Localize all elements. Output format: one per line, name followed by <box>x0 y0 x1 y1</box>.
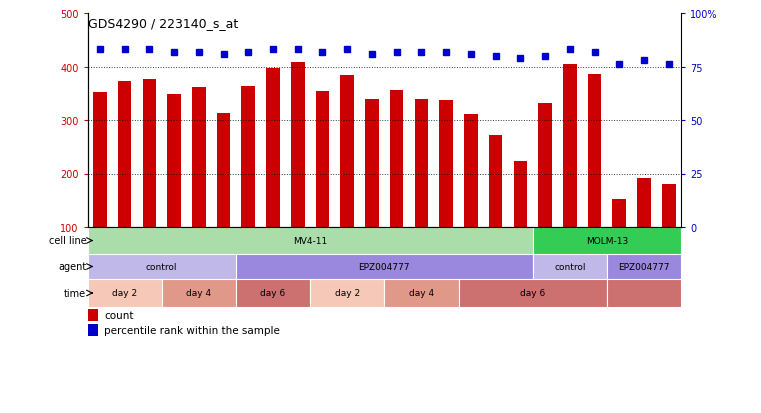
Text: GDS4290 / 223140_s_at: GDS4290 / 223140_s_at <box>88 17 237 29</box>
Text: day 2: day 2 <box>112 289 137 298</box>
Bar <box>88 279 161 307</box>
Bar <box>538 104 552 228</box>
Text: agent: agent <box>58 262 86 272</box>
Text: control: control <box>554 262 585 271</box>
Bar <box>241 87 255 228</box>
Bar <box>93 93 107 228</box>
Text: MV4-11: MV4-11 <box>293 236 327 245</box>
Text: EPZ004777: EPZ004777 <box>618 262 670 271</box>
Bar <box>439 100 453 228</box>
Bar <box>88 254 236 279</box>
Text: control: control <box>146 262 177 271</box>
Bar <box>607 279 681 307</box>
Text: day 6: day 6 <box>260 289 285 298</box>
Bar <box>533 228 681 254</box>
Text: EPZ004777: EPZ004777 <box>358 262 410 271</box>
Text: MOLM-13: MOLM-13 <box>586 236 628 245</box>
Bar <box>563 65 577 228</box>
Bar <box>266 69 280 228</box>
Bar <box>142 80 156 228</box>
Text: count: count <box>104 311 134 320</box>
Bar <box>533 254 607 279</box>
Bar <box>365 100 379 228</box>
Bar <box>162 279 236 307</box>
Bar <box>192 88 205 228</box>
Text: day 4: day 4 <box>409 289 434 298</box>
Text: day 4: day 4 <box>186 289 212 298</box>
Bar <box>613 200 626 228</box>
Bar <box>118 82 132 228</box>
Bar <box>464 115 478 228</box>
Bar <box>607 254 681 279</box>
Bar <box>458 279 607 307</box>
Text: day 2: day 2 <box>335 289 360 298</box>
Bar <box>390 90 403 228</box>
Bar <box>489 135 502 228</box>
Text: cell line: cell line <box>49 236 86 246</box>
Bar <box>662 185 676 228</box>
Bar <box>88 309 98 322</box>
Text: time: time <box>64 288 86 298</box>
Bar <box>88 228 533 254</box>
Bar <box>291 62 304 228</box>
Bar <box>316 91 330 228</box>
Bar <box>217 114 231 228</box>
Bar <box>310 279 384 307</box>
Bar <box>236 279 310 307</box>
Bar <box>340 76 354 228</box>
Bar <box>88 325 98 337</box>
Text: percentile rank within the sample: percentile rank within the sample <box>104 325 280 335</box>
Bar <box>637 179 651 228</box>
Bar <box>384 279 458 307</box>
Bar <box>587 75 601 228</box>
Bar <box>167 95 181 228</box>
Text: day 6: day 6 <box>520 289 546 298</box>
Bar <box>415 100 428 228</box>
Bar <box>236 254 533 279</box>
Bar <box>514 161 527 228</box>
